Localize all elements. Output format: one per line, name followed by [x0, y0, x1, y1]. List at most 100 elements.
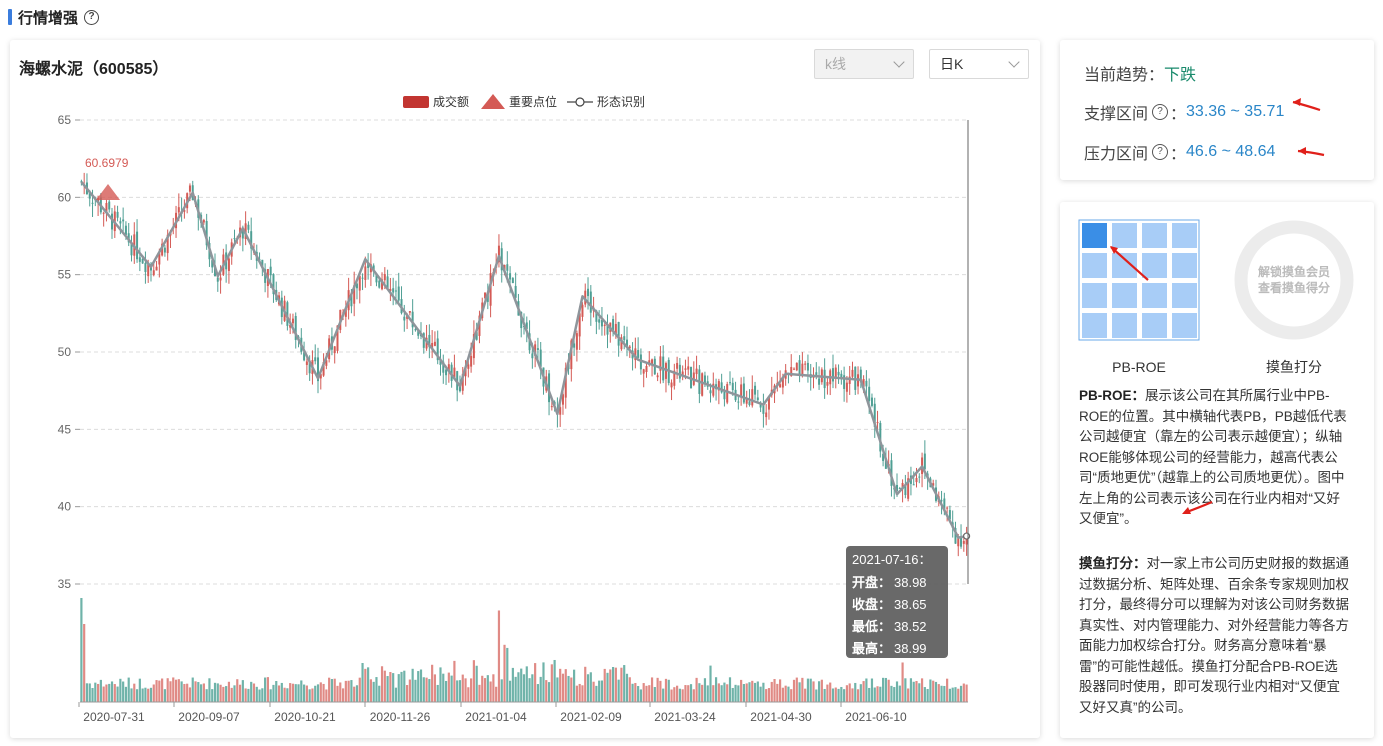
- candlesticks: [80, 172, 968, 557]
- volume-bar: [542, 662, 545, 702]
- pbroe-cell: [1082, 313, 1107, 338]
- candle-body: [751, 389, 754, 406]
- volume-bar: [252, 683, 256, 702]
- volume-bar: [85, 683, 89, 702]
- line-circle-icon[interactable]: [575, 97, 585, 107]
- legend-label-pattern[interactable]: 形态识别: [597, 95, 645, 109]
- red-triangle-icon[interactable]: [481, 94, 505, 109]
- candle-body: [628, 346, 631, 349]
- volume-bar: [97, 683, 100, 702]
- volume-bar: [219, 684, 222, 702]
- candle-body: [575, 333, 578, 350]
- volume-bar: [378, 685, 381, 702]
- volume-bar: [258, 689, 261, 702]
- candle-body: [645, 366, 648, 372]
- pbroe-cell: [1082, 253, 1107, 278]
- volume-bar: [528, 678, 531, 702]
- volume-bar: [570, 677, 573, 702]
- pbroe-cell: [1112, 283, 1137, 308]
- volume-bar: [848, 683, 851, 702]
- volume-bar: [664, 678, 668, 702]
- volume-bar: [266, 677, 269, 702]
- volume-bar: [959, 685, 963, 702]
- keypoint-triangle: [96, 184, 120, 200]
- volume-bar: [506, 647, 509, 702]
- volume-bar: [714, 677, 718, 702]
- volume-bar: [670, 689, 673, 702]
- candle-body: [155, 266, 158, 271]
- volume-bar: [531, 674, 534, 702]
- candle-body: [534, 344, 537, 356]
- volume-bar: [937, 684, 940, 702]
- moyu-score-ring[interactable]: 解锁摸鱼会员 查看摸鱼得分: [1234, 220, 1354, 340]
- volume-bar: [792, 679, 796, 702]
- pbroe-grid[interactable]: [1078, 219, 1200, 341]
- volume-bar: [628, 677, 631, 702]
- volume-bar: [692, 689, 695, 702]
- pbroe-cell: [1082, 283, 1107, 308]
- candle-body: [918, 476, 921, 478]
- volume-bar: [564, 669, 567, 702]
- candle-body: [506, 264, 509, 271]
- section-title: 行情增强: [18, 9, 79, 27]
- volume-bar: [606, 672, 609, 702]
- candle-body: [859, 369, 862, 383]
- legend-label-keypoint[interactable]: 重要点位: [509, 94, 557, 109]
- volume-bar: [653, 687, 656, 702]
- volume-bar: [83, 624, 86, 702]
- x-tick-label: 2021-03-24: [654, 710, 716, 724]
- help-icon[interactable]: ?: [1152, 104, 1169, 120]
- volume-bar: [823, 688, 826, 702]
- candle-body: [570, 340, 573, 370]
- score-visuals: 解锁摸鱼会员 查看摸鱼得分 PB-ROE 摸鱼打分: [1078, 219, 1354, 375]
- volume-bar: [770, 681, 773, 702]
- help-icon[interactable]: ?: [84, 9, 100, 25]
- pbroe-cell: [1142, 283, 1167, 308]
- red-arrow-head-icon: [1293, 98, 1301, 106]
- red-rect-icon[interactable]: [403, 96, 429, 108]
- candle-body: [478, 315, 481, 336]
- tooltip-low-value: 38.52: [894, 619, 927, 634]
- volume-bar: [773, 679, 776, 702]
- volume-bar: [314, 685, 317, 702]
- volume-bar: [130, 688, 133, 702]
- y-tick-label: 50: [58, 345, 72, 359]
- candle-body: [642, 369, 645, 374]
- volume-bar: [138, 678, 141, 702]
- volume-bar: [662, 688, 665, 702]
- candle-body: [383, 274, 386, 281]
- volume-bar: [712, 685, 715, 702]
- candle-body: [882, 453, 885, 461]
- volume-bar: [341, 688, 345, 702]
- period-select[interactable]: 日K: [929, 49, 1029, 79]
- volume-bar: [890, 685, 893, 702]
- volume-bar: [759, 686, 762, 702]
- volume-bar: [433, 674, 437, 702]
- candle-body: [595, 310, 598, 322]
- pressure-label: 压力区间: [1084, 146, 1149, 163]
- current-trend-value: 下跌: [1164, 67, 1197, 84]
- volume-bar: [419, 669, 423, 702]
- candle-body: [823, 369, 826, 389]
- volume-bar: [625, 673, 629, 702]
- help-icon[interactable]: ?: [1152, 144, 1169, 160]
- volume-bar: [859, 684, 862, 702]
- volume-bar: [598, 680, 601, 702]
- candle-body: [781, 376, 784, 388]
- volume-bar: [442, 673, 445, 702]
- volume-bar: [887, 679, 890, 702]
- volume-bar: [464, 678, 467, 702]
- pbroe-desc-title: PB-ROE：: [1079, 388, 1146, 403]
- candle-body: [960, 537, 963, 547]
- candle-body: [163, 247, 166, 253]
- legend-label-volume[interactable]: 成交额: [433, 94, 469, 109]
- chart-type-select[interactable]: k线: [814, 49, 914, 79]
- candle-body: [308, 361, 311, 374]
- volume-bar: [122, 681, 125, 702]
- candle-body: [837, 371, 840, 376]
- volume-bar: [831, 688, 835, 702]
- volume-bar: [347, 680, 350, 702]
- volume-bar: [225, 686, 228, 702]
- candle-body: [417, 329, 420, 336]
